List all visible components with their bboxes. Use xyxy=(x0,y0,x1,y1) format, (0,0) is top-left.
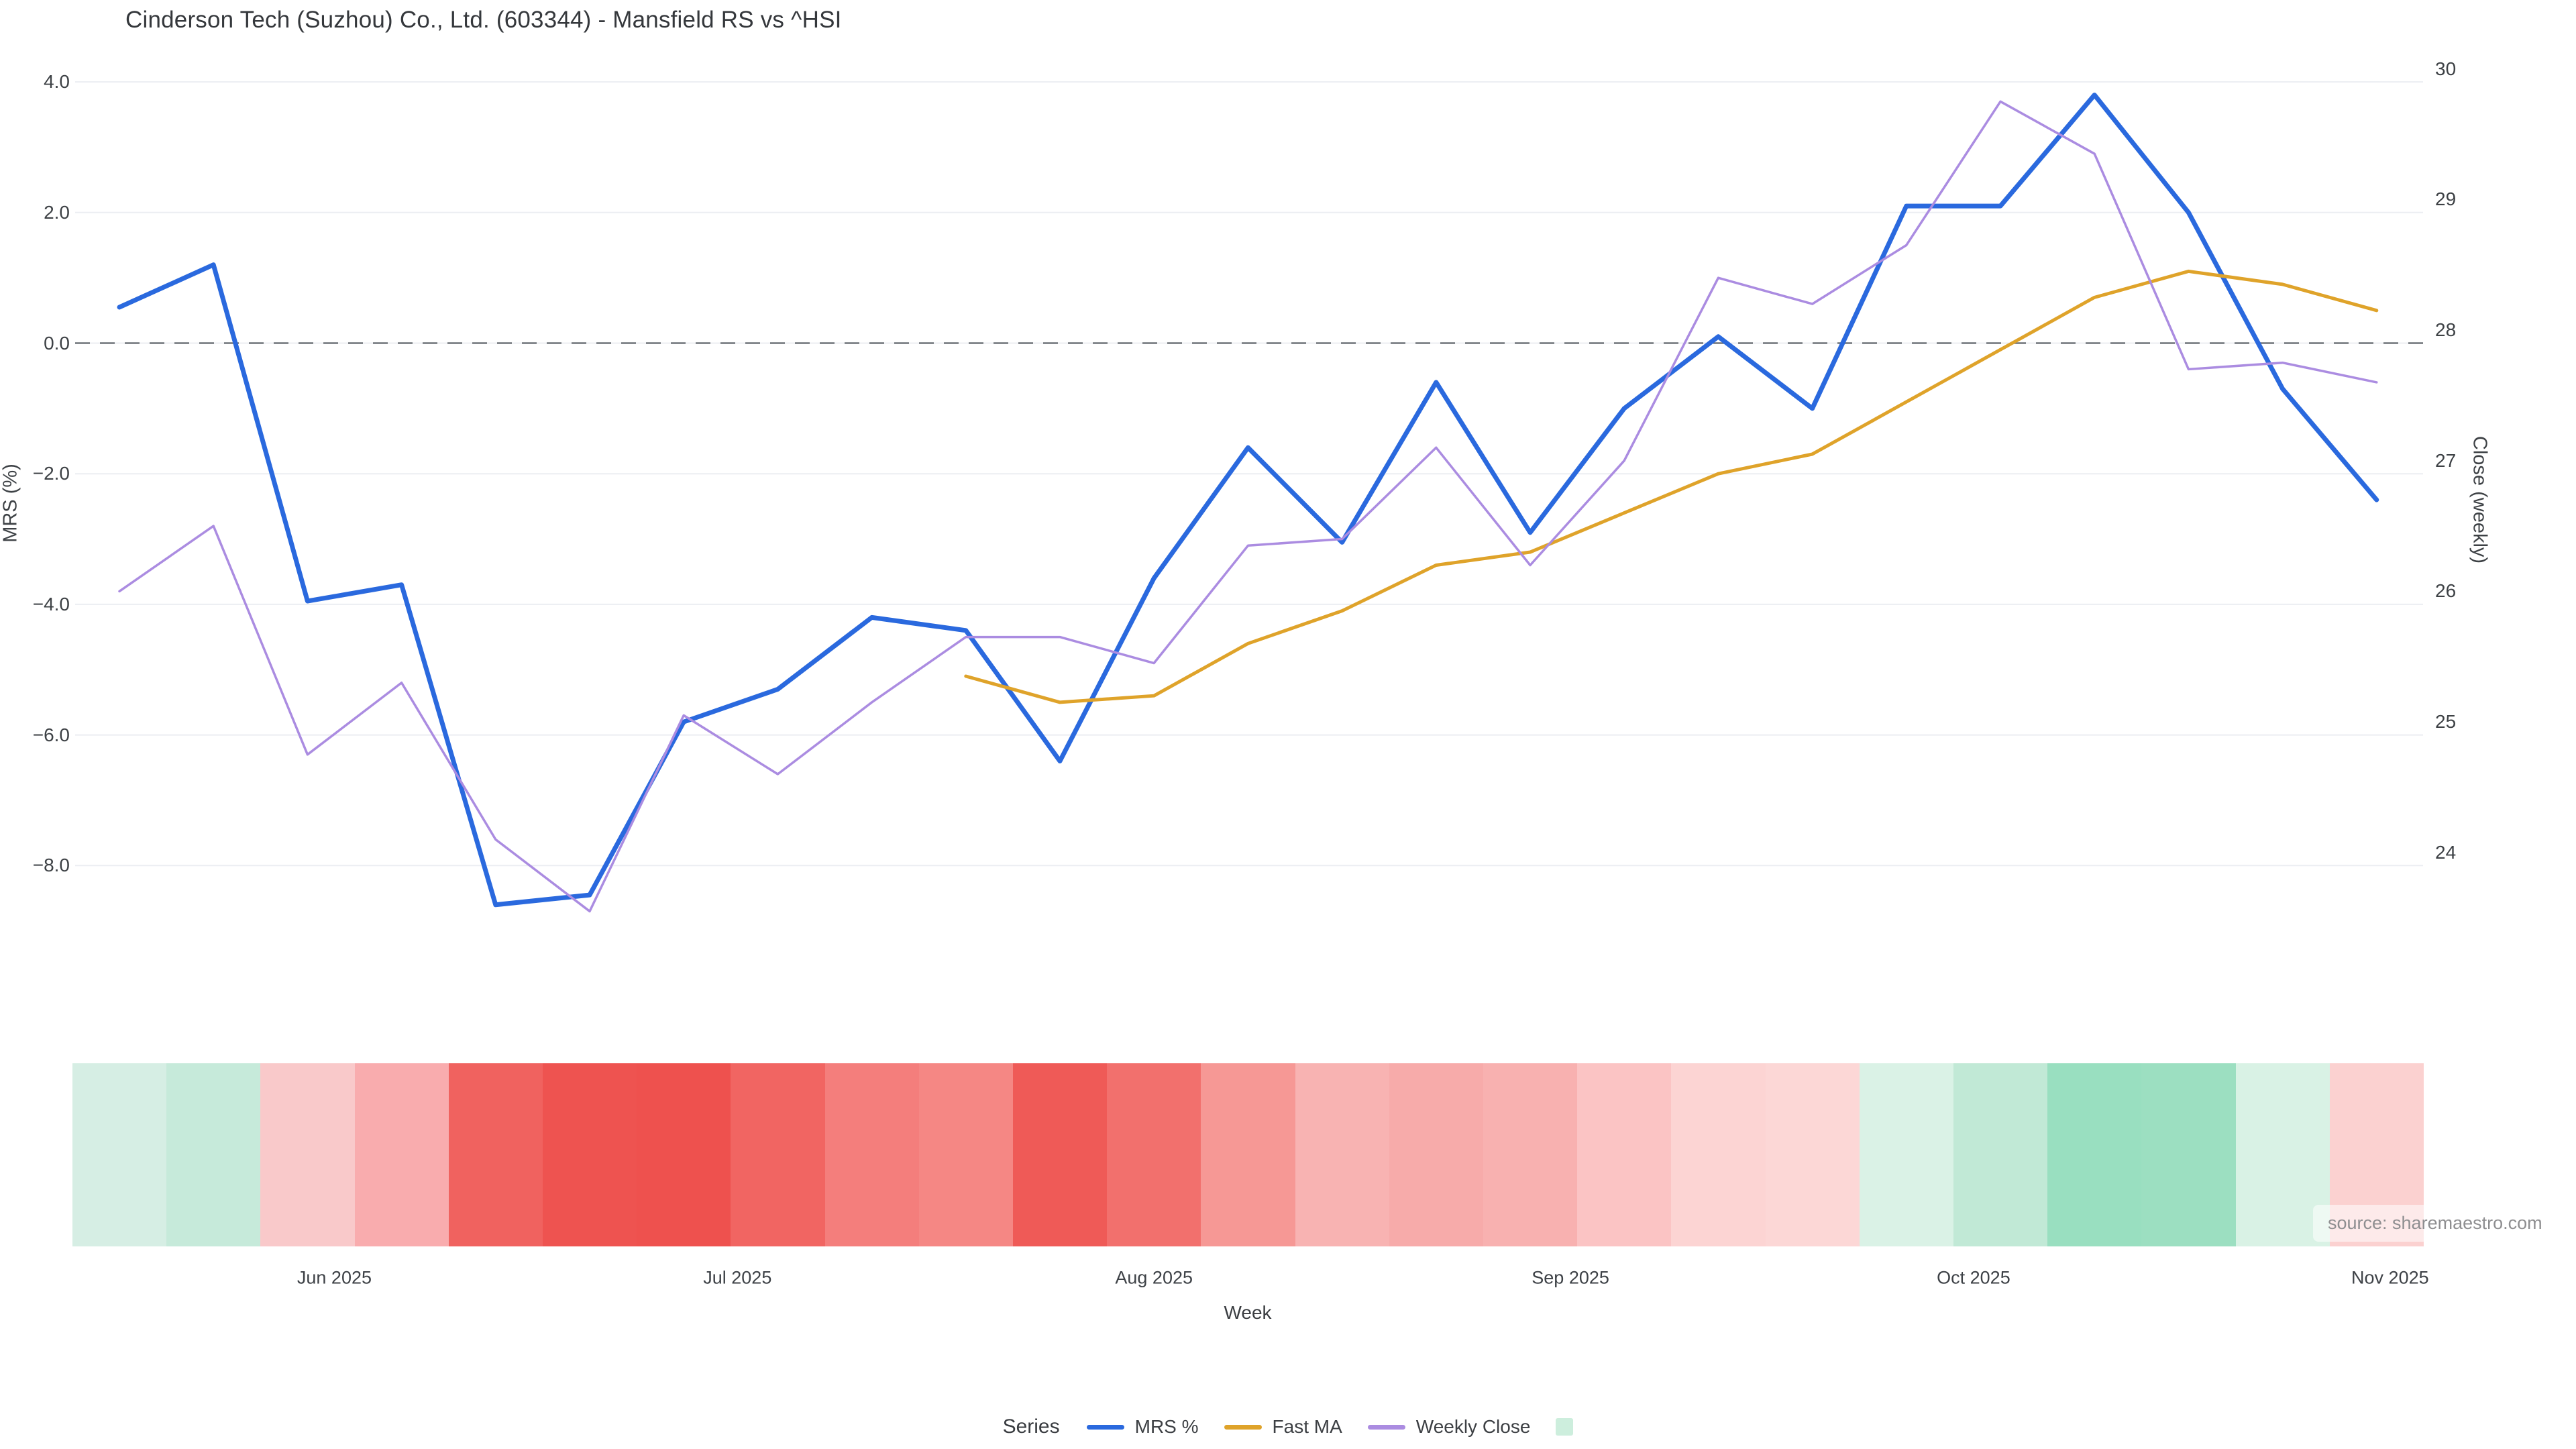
right-tick-label: 26 xyxy=(2435,580,2457,602)
legend-item: Fast MA xyxy=(1224,1416,1342,1438)
x-tick-label: Jul 2025 xyxy=(703,1267,772,1288)
heatmap-cell xyxy=(2141,1063,2236,1246)
heatmap-cell xyxy=(1107,1063,1201,1246)
heatmap-cell xyxy=(354,1063,449,1246)
heatmap-cell xyxy=(72,1063,167,1246)
right-tick-label: 24 xyxy=(2435,841,2457,863)
legend-item: MRS % xyxy=(1086,1416,1199,1438)
right-tick-label: 30 xyxy=(2435,58,2457,79)
weekly-close-line xyxy=(118,100,2378,913)
heatmap-cell xyxy=(731,1063,825,1246)
legend-item xyxy=(1556,1418,1574,1436)
right-tick-label: 27 xyxy=(2435,449,2457,471)
left-tick-label: −4.0 xyxy=(32,593,70,614)
heatmap-cell xyxy=(260,1063,355,1246)
left-tick-label: −8.0 xyxy=(32,855,70,876)
heatmap-cell xyxy=(824,1063,919,1246)
left-axis-title: MRS (%) xyxy=(0,464,21,543)
legend-item-label: Fast MA xyxy=(1272,1416,1342,1437)
right-tick-label: 25 xyxy=(2435,711,2457,733)
heatmap-cell xyxy=(1483,1063,1578,1246)
heatmap-cell xyxy=(1577,1063,1672,1246)
left-tick-label: 4.0 xyxy=(44,71,70,93)
heatmap-cell xyxy=(1013,1063,1108,1246)
right-axis-title: Close (weekly) xyxy=(2469,435,2491,564)
x-tick-label: Nov 2025 xyxy=(2351,1267,2429,1288)
heatmap-cell xyxy=(2047,1063,2142,1246)
x-tick-label: Oct 2025 xyxy=(1937,1267,2010,1288)
legend-item-label: MRS % xyxy=(1134,1416,1199,1437)
right-tick-label: 28 xyxy=(2435,319,2457,341)
heatmap-cell xyxy=(543,1063,637,1246)
left-tick-label: 2.0 xyxy=(44,201,70,223)
heatmap-cell xyxy=(1953,1063,2048,1246)
heatmap-strip xyxy=(72,1063,2424,1246)
source-note: source: sharemaestro.com xyxy=(2313,1205,2557,1242)
heatmap-cell xyxy=(166,1063,261,1246)
left-tick-label: −6.0 xyxy=(32,724,70,745)
chart-title: Cinderson Tech (Suzhou) Co., Ltd. (60334… xyxy=(125,7,842,33)
x-tick-label: Jun 2025 xyxy=(297,1267,372,1288)
heatmap-cell xyxy=(448,1063,543,1246)
x-axis-title: Week xyxy=(1224,1302,1272,1323)
legend-items: MRS % Fast MA Weekly Close xyxy=(1086,1416,1574,1438)
heatmap-cell xyxy=(1671,1063,1766,1246)
fast-ma-line xyxy=(964,269,2379,704)
right-tick-label: 29 xyxy=(2435,189,2457,210)
mrs--line xyxy=(117,93,2379,908)
legend-line-swatch xyxy=(1367,1424,1405,1430)
legend-heading: Series xyxy=(1002,1415,1060,1438)
heatmap-cell xyxy=(1295,1063,1389,1246)
heatmap-cell xyxy=(1201,1063,1295,1246)
legend-item-label: Weekly Close xyxy=(1415,1416,1531,1437)
legend-line-swatch xyxy=(1224,1424,1262,1430)
heatmap-cell xyxy=(1765,1063,1860,1246)
x-tick-label: Sep 2025 xyxy=(1532,1267,1609,1288)
legend: Series MRS % Fast MA Weekly Close xyxy=(0,1403,2576,1449)
x-tick-label: Aug 2025 xyxy=(1115,1267,1193,1288)
left-tick-label: −2.0 xyxy=(32,463,70,484)
heatmap-cell xyxy=(918,1063,1014,1246)
legend-line-swatch xyxy=(1086,1424,1124,1430)
heatmap-cell xyxy=(1389,1063,1484,1246)
left-tick-label: 0.0 xyxy=(44,332,70,354)
heatmap-cell xyxy=(637,1063,731,1246)
heatmap-cell xyxy=(1859,1063,1954,1246)
legend-item: Weekly Close xyxy=(1367,1416,1531,1438)
legend-square-swatch xyxy=(1556,1418,1574,1436)
